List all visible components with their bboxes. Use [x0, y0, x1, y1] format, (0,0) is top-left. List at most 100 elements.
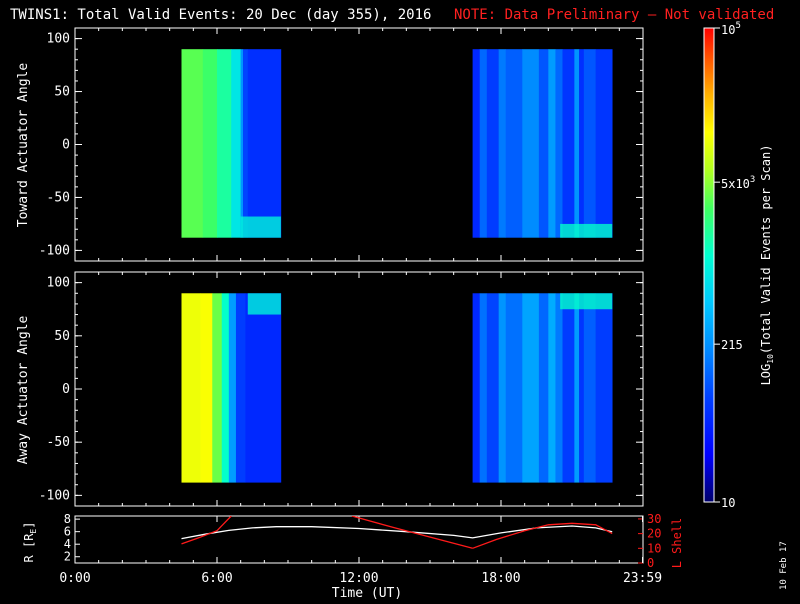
lshell-tick-label: 0 — [647, 556, 654, 570]
heatmap-stripe — [243, 49, 249, 238]
r-axis-label: R [RE] — [22, 522, 38, 563]
away-ylabel: Away Actuator Angle — [16, 315, 31, 464]
heatmap-stripe — [583, 49, 596, 238]
y-tick-label: 50 — [54, 329, 70, 344]
y-tick-label: -50 — [47, 435, 70, 450]
y-tick-label: 100 — [47, 276, 70, 291]
r-tick-label: 4 — [64, 537, 71, 551]
heatmap-stripe — [212, 293, 223, 483]
heatmap-stripe — [522, 293, 540, 483]
y-tick-label: 50 — [54, 85, 70, 100]
x-tick-label: 0:00 — [59, 571, 90, 586]
panel-frame — [74, 515, 644, 564]
colorbar-tick-label: 215 — [721, 338, 743, 352]
heatmap-stripe — [235, 293, 246, 483]
heatmap-stripe — [595, 293, 613, 483]
heatmap-stripe — [505, 293, 523, 483]
y-tick-label: 0 — [62, 382, 70, 397]
colorbar: 105 5x103 215 10 LOG10(Total Valid Events p… — [703, 21, 775, 510]
heatmap-hotspot — [247, 293, 281, 315]
lshell-series-line — [181, 516, 232, 545]
y-tick-label: 0 — [62, 138, 70, 153]
heatmap-stripe — [498, 49, 507, 238]
heatmap-block — [472, 49, 613, 238]
colorbar-tick-label: 5x103 — [721, 175, 755, 191]
heatmap-stripe — [548, 49, 556, 238]
heatmap-hotspot — [560, 293, 613, 310]
heatmap-stripe — [245, 293, 282, 483]
heatmap-stripe — [479, 49, 488, 238]
colorbar-tick-label: 10 — [721, 496, 735, 510]
time-axis-label: Time (UT) — [332, 586, 402, 600]
heatmap-stripe — [595, 49, 613, 238]
colorbar-frame — [703, 27, 715, 503]
heatmap-stripe — [555, 293, 563, 483]
heatmap-block — [181, 293, 282, 483]
heatmap-stripe — [228, 293, 237, 483]
r-series-line — [181, 525, 613, 540]
heatmap-stripe — [240, 49, 244, 238]
lshell-series-line — [472, 522, 613, 549]
heatmap-stripe — [181, 49, 204, 238]
heatmap-stripe — [231, 49, 241, 238]
heatmap-stripe — [486, 49, 499, 238]
y-tick-label: 100 — [47, 32, 70, 47]
heatmap-stripe — [472, 49, 480, 238]
lshell-tick-label: 10 — [647, 541, 661, 555]
heatmap-stripe — [200, 293, 213, 483]
r-tick-label: 6 — [64, 525, 71, 539]
heatmap-stripe — [579, 49, 585, 238]
heatmap-block — [181, 49, 282, 238]
heatmap-stripe — [247, 49, 282, 238]
heatmap-stripe — [486, 293, 499, 483]
heatmap-stripe — [574, 49, 580, 238]
heatmap-stripe — [579, 293, 585, 483]
heatmap-hotspot — [240, 216, 281, 238]
x-tick-label: 23:59 — [623, 571, 662, 586]
x-tick-label: 6:00 — [201, 571, 232, 586]
heatmap-stripe — [522, 49, 540, 238]
heatmap-stripe — [583, 293, 596, 483]
heatmap-hotspot — [560, 223, 613, 238]
colorbar-tick-label: 105 — [721, 21, 741, 37]
heatmap-stripe — [548, 293, 556, 483]
heatmap-stripe — [538, 49, 549, 238]
colorbar-ticks: 105 5x103 215 10 — [714, 21, 755, 510]
heatmap-stripe — [479, 293, 488, 483]
heatmap-stripe — [505, 49, 523, 238]
x-tick-label: 12:00 — [339, 571, 378, 586]
colorbar-label: LOG10(Total Valid Events per Scan) — [759, 145, 775, 386]
heatmap-stripe — [217, 49, 232, 238]
heatmap-stripe — [498, 293, 507, 483]
toward-heatmap-panel: 100 50 0 -50 -100 — [39, 27, 644, 262]
heatmap-stripe — [221, 293, 230, 483]
heatmap-stripe — [562, 49, 575, 238]
heatmap-block — [472, 293, 613, 483]
heatmap-stripe — [202, 49, 218, 238]
colorbar-gradient — [704, 28, 714, 502]
heatmap-stripe — [181, 293, 201, 483]
r-tick-label: 8 — [64, 512, 71, 526]
away-heatmap-panel: 100 50 0 -50 -100 — [39, 271, 644, 507]
y-tick-label: -100 — [39, 243, 70, 258]
heatmap-stripe — [472, 293, 480, 483]
x-tick-label: 18:00 — [481, 571, 520, 586]
lshell-axis-label: L Shell — [670, 518, 684, 569]
date-stamp: 10 Feb 17 — [779, 541, 789, 590]
y-tick-label: -100 — [39, 488, 70, 503]
r-tick-label: 2 — [64, 550, 71, 564]
y-tick-label: -50 — [47, 190, 70, 205]
lshell-tick-label: 20 — [647, 527, 661, 541]
chart-title: TWINS1: Total Valid Events: 20 Dec (day … — [10, 7, 431, 23]
lshell-tick-label: 30 — [647, 512, 661, 526]
heatmap-stripe — [562, 293, 575, 483]
heatmap-stripe — [538, 293, 549, 483]
lshell-series-line — [351, 516, 473, 549]
preliminary-note: NOTE: Data Preliminary – Not validated — [454, 7, 774, 23]
heatmap-stripe — [574, 293, 580, 483]
heatmap-stripe — [555, 49, 563, 238]
toward-ylabel: Toward Actuator Angle — [16, 63, 31, 228]
